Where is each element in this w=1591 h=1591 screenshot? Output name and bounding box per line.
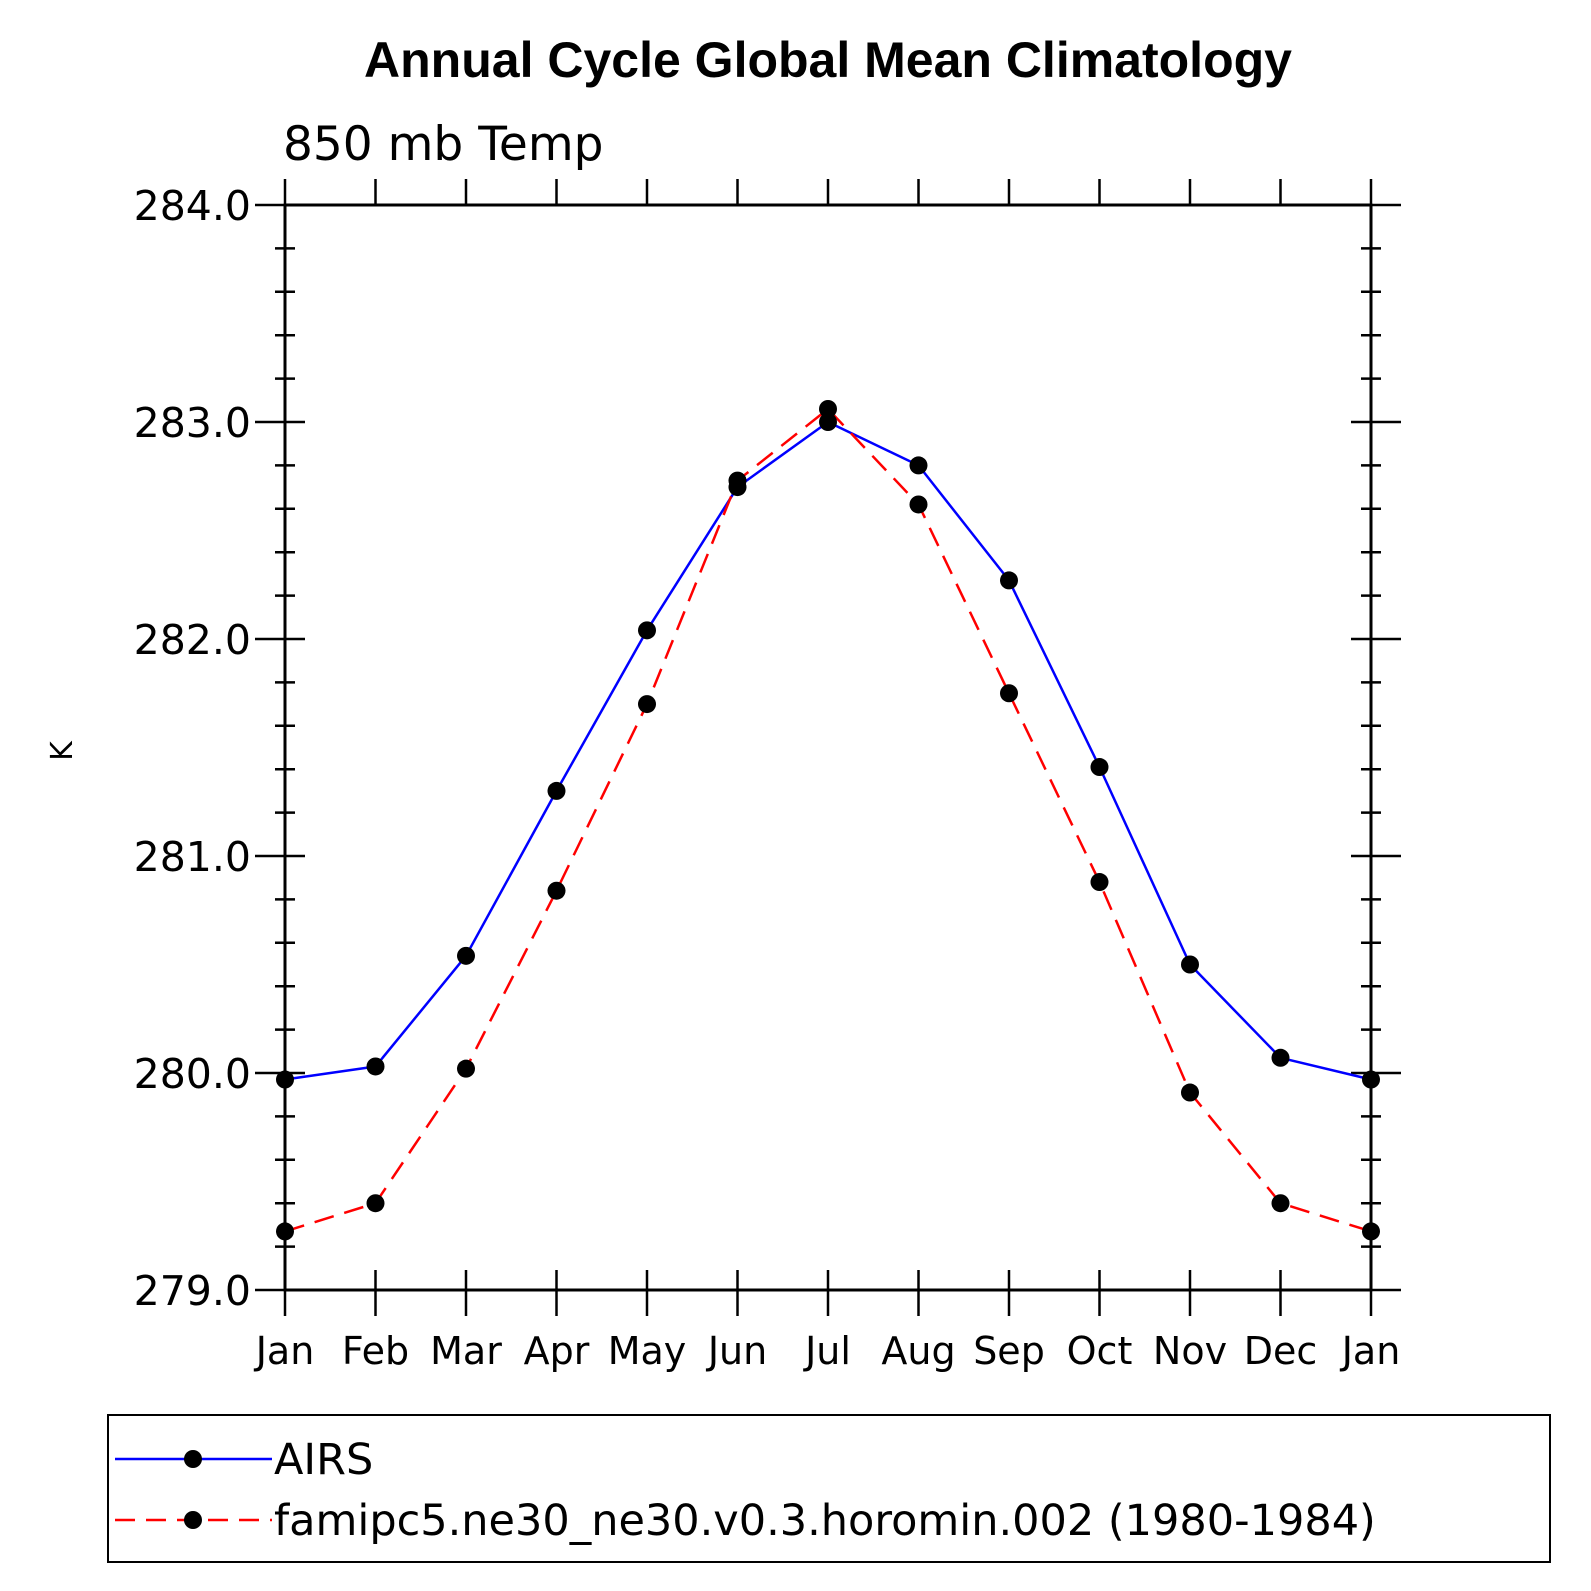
x-tick-label: Apr [524, 1329, 590, 1373]
series-1-point [1181, 1083, 1199, 1102]
x-tick-label: Mar [430, 1329, 502, 1373]
x-tick-labels: Jan Feb Mar Apr May Jun Jul Aug Sep Oct Nov Dec Jan [254, 1329, 1401, 1373]
series-line-0 [284, 420, 1372, 1081]
series-1-point [1362, 1222, 1380, 1241]
series-line-1 [284, 407, 1372, 1233]
series-1-point [276, 1222, 294, 1241]
series-1-point [728, 471, 747, 490]
series-0-point [1271, 1048, 1290, 1067]
x-tick-label: Oct [1067, 1329, 1133, 1373]
series-0-point [1362, 1070, 1380, 1089]
chart-subtitle: 850 mb Temp [283, 117, 603, 172]
series-1-point [457, 1059, 475, 1078]
legend-marker-0 [184, 1450, 202, 1468]
series-1-point [819, 399, 837, 418]
series-1-point [1090, 873, 1109, 892]
series-1-point [366, 1194, 385, 1213]
series-0-point [909, 456, 928, 475]
x-tick-label: Feb [342, 1329, 409, 1373]
series-1-point [1000, 684, 1018, 703]
y-tick-label: 282.0 [134, 616, 251, 664]
series-0-point [366, 1057, 385, 1076]
x-tick-label: Aug [881, 1329, 955, 1373]
y-tick-label: 280.0 [134, 1050, 251, 1098]
series-1-point [909, 495, 928, 514]
legend-label-0: AIRS [274, 1435, 373, 1485]
x-tick-label: Sep [973, 1329, 1045, 1373]
series-0-point [638, 621, 656, 640]
series-0-point [1000, 571, 1018, 590]
legend-label-1: famipc5.ne30_ne30.v0.3.horomin.002 (1980… [274, 1496, 1376, 1546]
y-tick-label: 279.0 [134, 1267, 251, 1315]
axis-ticks [255, 179, 1401, 1316]
y-tick-label: 283.0 [134, 399, 251, 447]
x-tick-label: Jan [1340, 1329, 1401, 1373]
legend: AIRS famipc5.ne30_ne30.v0.3.horomin.002 (… [107, 1414, 1551, 1563]
series-0-point [819, 413, 837, 431]
x-tick-label: May [608, 1329, 687, 1373]
series-0-point [457, 946, 475, 965]
x-tick-label: Jan [254, 1329, 315, 1373]
y-tick-label: 281.0 [134, 833, 251, 881]
y-tick-labels: 279.0 280.0 281.0 282.0 283.0 284.0 [134, 182, 251, 1315]
x-tick-label: Jun [706, 1329, 767, 1373]
legend-box [107, 1414, 1551, 1563]
series-1-point [1271, 1194, 1290, 1213]
y-tick-label: 284.0 [134, 182, 251, 230]
legend-marker-1 [184, 1511, 202, 1529]
plot-frame [283, 203, 1373, 1292]
series-layer [276, 399, 1380, 1241]
x-tick-label: Dec [1244, 1329, 1318, 1373]
series-0-point [1090, 758, 1109, 777]
series-0-point [276, 1070, 294, 1089]
series-0-point [1181, 955, 1199, 974]
chart-title: Annual Cycle Global Mean Climatology [364, 32, 1292, 88]
y-axis-label: K [45, 740, 80, 761]
x-tick-label: Nov [1153, 1329, 1227, 1373]
series-1-point [547, 881, 566, 900]
series-0-point [547, 781, 566, 800]
legend-entries: AIRS famipc5.ne30_ne30.v0.3.horomin.002 (… [115, 1435, 1376, 1546]
x-tick-label: Jul [803, 1329, 851, 1373]
series-1-point [638, 695, 656, 714]
